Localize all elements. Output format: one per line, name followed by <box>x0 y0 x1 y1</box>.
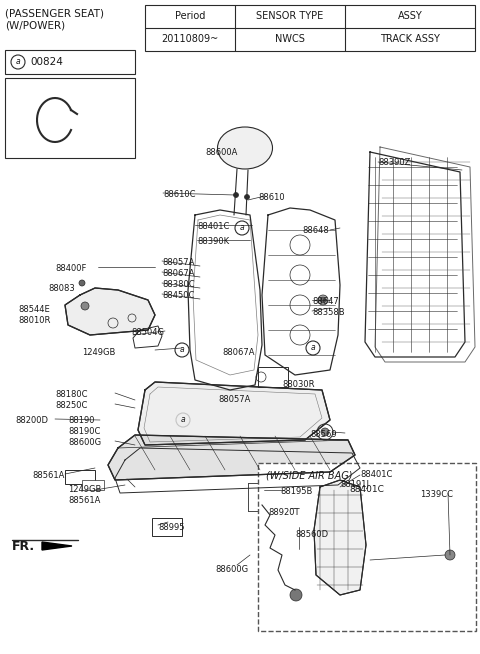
Polygon shape <box>138 382 330 445</box>
Polygon shape <box>65 288 155 335</box>
Text: 88057A: 88057A <box>162 258 194 267</box>
Text: 88504G: 88504G <box>131 328 164 337</box>
Circle shape <box>81 302 89 310</box>
Text: a: a <box>240 224 244 233</box>
Text: 88067A: 88067A <box>222 348 254 357</box>
Text: 88083: 88083 <box>48 284 75 293</box>
Text: NWCS: NWCS <box>275 34 305 44</box>
Text: a: a <box>180 415 185 424</box>
Bar <box>65 470 95 484</box>
Bar <box>248 483 273 511</box>
Text: 88030R: 88030R <box>282 380 314 389</box>
Text: 88569: 88569 <box>310 430 336 439</box>
Text: 88401C: 88401C <box>197 222 229 231</box>
Text: 88920T: 88920T <box>268 508 300 517</box>
Ellipse shape <box>217 127 273 169</box>
Text: 88600G: 88600G <box>68 438 101 447</box>
Text: 88648: 88648 <box>302 226 329 235</box>
Text: 88600A: 88600A <box>205 148 238 157</box>
Text: 00824: 00824 <box>30 57 63 67</box>
Bar <box>5 50 135 74</box>
Text: 88647: 88647 <box>312 297 339 306</box>
Text: 88561A: 88561A <box>32 471 64 480</box>
Bar <box>152 518 182 536</box>
Text: 88195B: 88195B <box>280 487 312 496</box>
Text: 1249GB: 1249GB <box>68 485 101 494</box>
Text: SENSOR TYPE: SENSOR TYPE <box>256 11 324 21</box>
Text: 88067A: 88067A <box>162 269 194 278</box>
Text: 88250C: 88250C <box>55 401 87 410</box>
Text: 88200D: 88200D <box>15 416 48 425</box>
Circle shape <box>320 297 326 303</box>
Text: 88390Z: 88390Z <box>378 158 410 167</box>
Circle shape <box>290 589 302 601</box>
Text: TRACK ASSY: TRACK ASSY <box>380 34 440 44</box>
Text: 88400F: 88400F <box>55 264 86 273</box>
Text: 88544E: 88544E <box>18 305 50 314</box>
Text: 1249GB: 1249GB <box>82 348 115 357</box>
Text: 88401C: 88401C <box>349 485 384 494</box>
Text: (W/SIDE AIR BAG): (W/SIDE AIR BAG) <box>266 471 352 481</box>
Text: 88358B: 88358B <box>312 308 345 317</box>
Text: 88057A: 88057A <box>218 395 251 404</box>
Circle shape <box>321 428 329 436</box>
Circle shape <box>318 295 328 305</box>
Text: a: a <box>311 343 315 353</box>
Text: 88190: 88190 <box>68 416 95 425</box>
Text: 88610: 88610 <box>258 193 285 202</box>
Polygon shape <box>108 435 355 480</box>
Circle shape <box>79 280 85 286</box>
Polygon shape <box>314 480 366 595</box>
Text: 88600G: 88600G <box>215 565 248 574</box>
Text: a: a <box>180 345 184 354</box>
Text: (W/POWER): (W/POWER) <box>5 20 65 30</box>
Bar <box>258 367 288 387</box>
Text: 88450C: 88450C <box>162 291 194 300</box>
Circle shape <box>233 192 239 198</box>
Text: Period: Period <box>175 11 205 21</box>
Text: 20110809~: 20110809~ <box>161 34 218 44</box>
Text: 88390K: 88390K <box>197 237 229 246</box>
Text: 88380C: 88380C <box>162 280 194 289</box>
Bar <box>5 78 135 158</box>
Circle shape <box>244 194 250 199</box>
Text: 88401C: 88401C <box>360 470 392 479</box>
Circle shape <box>445 550 455 560</box>
Text: 88561A: 88561A <box>68 496 100 505</box>
Bar <box>145 5 475 51</box>
Text: 88191J: 88191J <box>340 480 369 489</box>
Polygon shape <box>42 542 72 550</box>
Text: FR.: FR. <box>12 540 35 553</box>
Text: 88610C: 88610C <box>163 190 195 199</box>
Text: 88560D: 88560D <box>295 530 328 539</box>
Text: ASSY: ASSY <box>397 11 422 21</box>
Bar <box>265 527 333 549</box>
Text: 88190C: 88190C <box>68 427 100 436</box>
Text: 88010R: 88010R <box>18 316 50 325</box>
Bar <box>248 483 298 511</box>
Text: a: a <box>16 58 20 67</box>
Bar <box>258 463 476 631</box>
Text: 1339CC: 1339CC <box>420 490 453 499</box>
Text: 88180C: 88180C <box>55 390 87 399</box>
Text: (PASSENGER SEAT): (PASSENGER SEAT) <box>5 8 104 18</box>
Bar <box>82 480 104 490</box>
Text: 88995: 88995 <box>158 523 184 532</box>
Bar <box>310 476 345 498</box>
